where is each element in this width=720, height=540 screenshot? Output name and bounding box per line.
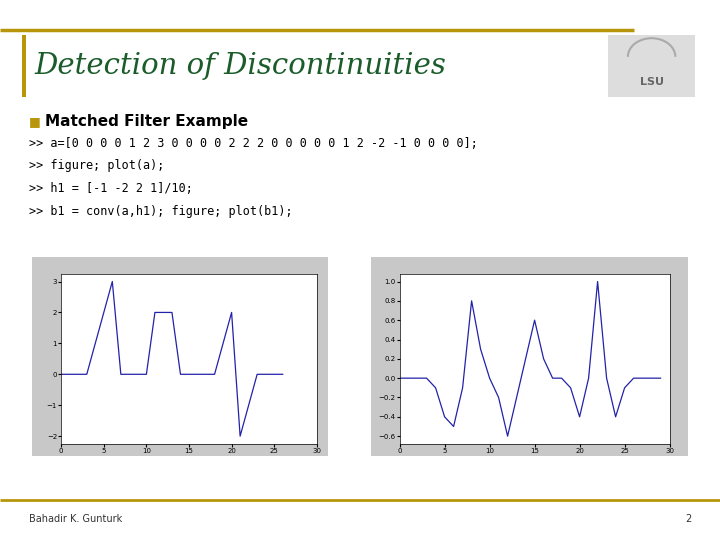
Text: LSU: LSU bbox=[639, 77, 664, 87]
Text: Detection of Discontinuities: Detection of Discontinuities bbox=[35, 52, 446, 80]
Text: ■: ■ bbox=[29, 115, 40, 128]
Text: Bahadir K. Gunturk: Bahadir K. Gunturk bbox=[29, 515, 122, 524]
Text: >> h1 = [-1 -2 2 1]/10;: >> h1 = [-1 -2 2 1]/10; bbox=[29, 182, 193, 195]
Text: 2: 2 bbox=[685, 515, 691, 524]
Text: >> b1 = conv(a,h1); figure; plot(b1);: >> b1 = conv(a,h1); figure; plot(b1); bbox=[29, 205, 292, 218]
Text: Matched Filter Example: Matched Filter Example bbox=[45, 114, 248, 129]
Text: >> a=[0 0 0 0 1 2 3 0 0 0 0 2 2 2 0 0 0 0 0 1 2 -2 -1 0 0 0 0];: >> a=[0 0 0 0 1 2 3 0 0 0 0 2 2 2 0 0 0 … bbox=[29, 137, 477, 150]
Text: >> figure; plot(a);: >> figure; plot(a); bbox=[29, 159, 164, 172]
